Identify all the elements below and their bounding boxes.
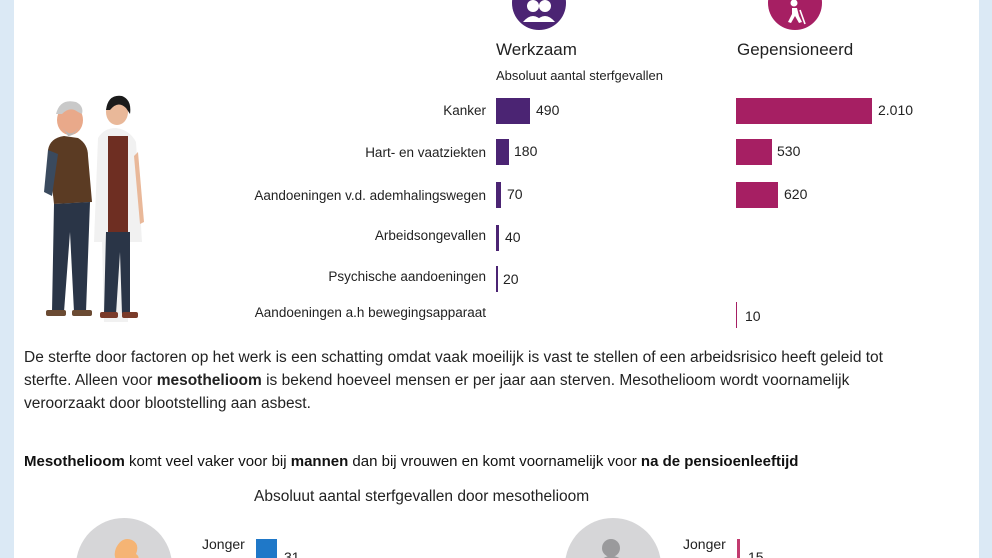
row-label-ademhaling: Aandoeningen v.d. ademhalingswegen xyxy=(254,188,486,203)
headline-text-2: dan bij vrouwen en komt voornamelijk voo… xyxy=(348,453,641,470)
gepensioneerd-title: Gepensioneerd xyxy=(737,40,854,59)
headline-bold-1: Mesothelioom xyxy=(24,453,125,470)
gepensioneerd-value-bewegingsapparaat: 10 xyxy=(745,308,761,324)
women-bar xyxy=(737,539,740,558)
gepensioneerd-value-kanker: 2.010 xyxy=(878,102,914,118)
paragraph-text-2: is bekend hoeveel mensen er per jaar aan… xyxy=(24,372,850,412)
werkzaam-value-ademhaling: 70 xyxy=(507,186,523,202)
explanation-paragraph: De sterfte door factoren op het werk is … xyxy=(24,346,924,415)
mesothelioom-chart-title: Absoluut aantal sterfgevallen door mesot… xyxy=(254,488,590,505)
elderly-man-and-doctor-illustration xyxy=(34,92,154,327)
gepensioneerd-bar-hart xyxy=(736,139,772,165)
headline-text-1: komt veel vaker voor bij xyxy=(124,453,291,470)
gepensioneerd-bar-kanker xyxy=(736,98,872,124)
gepensioneerd-value-hart: 530 xyxy=(777,143,801,159)
men-bar xyxy=(256,539,277,558)
women-age-label: Jonger xyxy=(683,536,726,552)
gepensioneerd-value-ademhaling: 620 xyxy=(784,186,808,202)
row-label-bewegingsapparaat: Aandoeningen a.h bewegingsapparaat xyxy=(254,305,486,320)
werkzaam-value-arbeidsongevallen: 40 xyxy=(505,229,521,245)
werkzaam-bar-kanker xyxy=(496,98,530,124)
werkzaam-bar-ademhaling xyxy=(496,182,501,208)
werkzaam-bar-hart xyxy=(496,139,509,165)
chart-subtitle: Absoluut aantal sterfgevallen xyxy=(496,68,663,83)
werkzaam-value-hart: 180 xyxy=(514,143,538,159)
workers-group-icon xyxy=(512,0,566,30)
headline-bold-2: mannen xyxy=(290,453,349,470)
row-label-kanker: Kanker xyxy=(443,103,486,118)
men-age-label: Jonger xyxy=(202,536,245,552)
gepensioneerd-bar-ademhaling xyxy=(736,182,778,208)
men-value: 31 xyxy=(284,549,300,558)
mesothelioom-headline: Mesothelioom komt veel vaker voor bij ma… xyxy=(24,453,798,470)
row-label-arbeidsongevallen: Arbeidsongevallen xyxy=(374,228,486,243)
row-labels: Kanker Hart- en vaatziekten Aandoeningen… xyxy=(14,0,486,340)
gepensioneerd-bar-bewegingsapparaat xyxy=(736,302,737,328)
werkzaam-bar-psychisch xyxy=(496,266,498,292)
women-value: 15 xyxy=(748,549,764,558)
infographic-panel: Werkzaam Gepensioneerd Absoluut aantal s… xyxy=(14,0,979,558)
row-label-psychisch: Psychische aandoeningen xyxy=(328,269,486,284)
paragraph-text-1: De sterfte door factoren op het werk is … xyxy=(24,349,883,389)
werkzaam-bar-arbeidsongevallen xyxy=(496,225,499,251)
headline-bold-3: na de pensioenleeftijd xyxy=(640,453,799,470)
paragraph-bold-mesothelioom: mesothelioom xyxy=(156,372,262,389)
werkzaam-title: Werkzaam xyxy=(496,40,577,59)
werkzaam-value-psychisch: 20 xyxy=(503,271,519,287)
walking-elderly-icon xyxy=(768,0,822,30)
man-portrait-icon xyxy=(76,518,172,558)
row-label-hart: Hart- en vaatziekten xyxy=(365,145,486,160)
woman-portrait-icon xyxy=(565,518,661,558)
werkzaam-value-kanker: 490 xyxy=(536,102,560,118)
bar-chart: Kanker Hart- en vaatziekten Aandoeningen… xyxy=(14,0,979,340)
